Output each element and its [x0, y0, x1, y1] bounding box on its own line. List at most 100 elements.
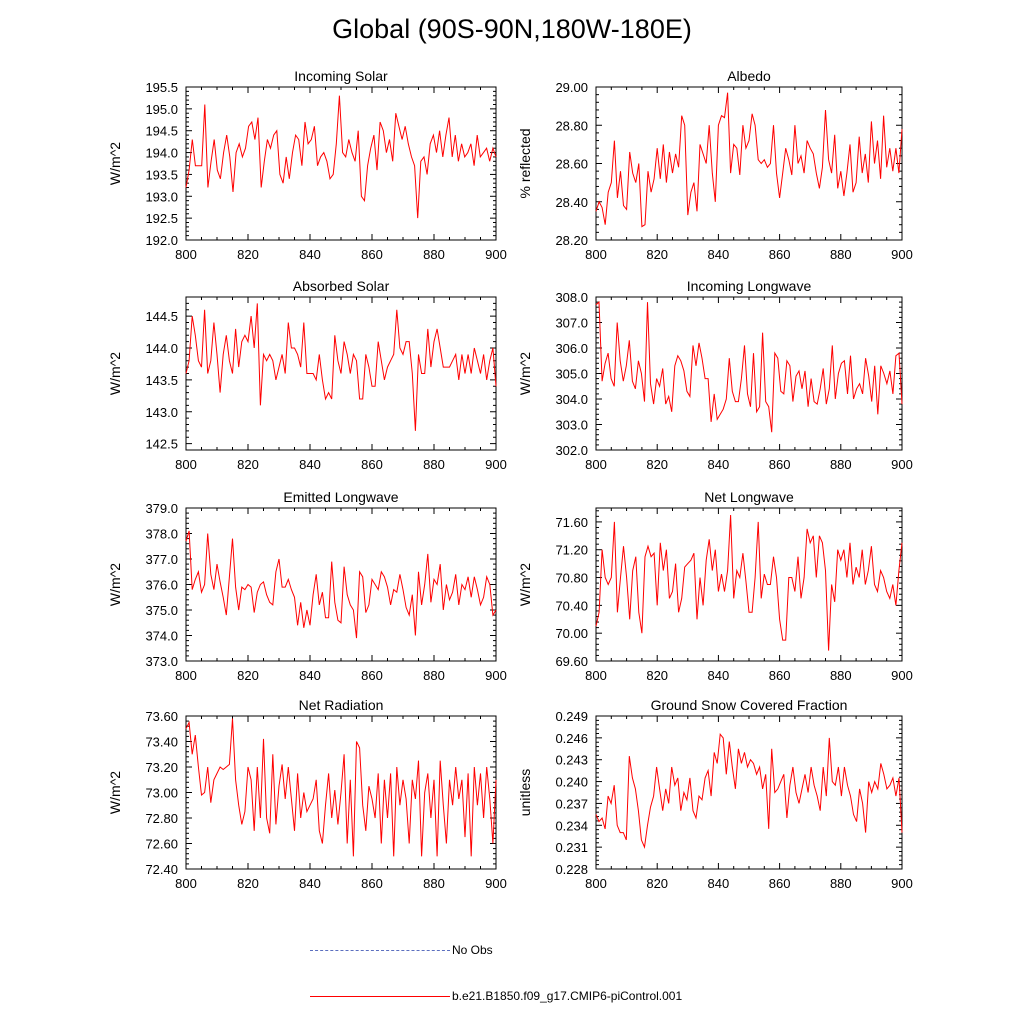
chart-title: Albedo [727, 68, 771, 84]
x-tick-label: 900 [485, 457, 507, 472]
legend-swatch-solid [310, 995, 450, 997]
chart-panel-0: Incoming Solar W/m^2 800 820 840 860 880 900 192… [107, 68, 507, 262]
y-tick-label: 0.234 [555, 818, 588, 833]
legend-label-no-obs: No Obs [452, 943, 493, 957]
y-tick-label: 303.0 [555, 418, 588, 433]
x-tick-label: 820 [237, 457, 259, 472]
y-tick-label: 0.246 [555, 731, 588, 746]
x-tick-label: 840 [299, 668, 321, 683]
chart-panel-7: Ground Snow Covered Fraction unitless 800 8… [517, 697, 913, 891]
chart-panel-6: Net Radiation W/m^2 800 820 840 860 880 900 72.4… [107, 697, 507, 891]
y-axis-label: W/m^2 [107, 771, 123, 814]
y-tick-label: 73.40 [145, 735, 178, 750]
x-tick-label: 820 [237, 247, 259, 262]
y-axis-label: % reflected [517, 128, 533, 198]
y-tick-label: 308.0 [555, 290, 588, 305]
y-tick-label: 28.80 [555, 118, 588, 133]
series-line [185, 303, 497, 431]
x-tick-label: 800 [585, 668, 607, 683]
series-line [185, 95, 497, 219]
x-tick-label: 880 [830, 457, 852, 472]
x-tick-label: 900 [485, 247, 507, 262]
y-tick-label: 70.00 [555, 626, 588, 641]
chart-title: Net Radiation [299, 697, 384, 713]
y-tick-label: 73.20 [145, 760, 178, 775]
chart-title: Net Longwave [704, 489, 794, 505]
y-tick-label: 192.0 [145, 233, 178, 248]
chart-panel-3: Incoming Longwave W/m^2 800 820 840 860 880 900… [517, 278, 913, 472]
chart-title: Incoming Longwave [687, 278, 812, 294]
x-tick-label: 860 [769, 668, 791, 683]
x-tick-label: 860 [361, 457, 383, 472]
series-line [595, 301, 903, 433]
y-tick-label: 374.0 [145, 629, 178, 644]
x-tick-label: 880 [423, 876, 445, 891]
legend-swatch-dashed [310, 949, 450, 951]
x-tick-label: 880 [830, 876, 852, 891]
y-tick-label: 0.231 [555, 840, 588, 855]
x-tick-label: 820 [646, 668, 668, 683]
x-tick-label: 800 [175, 457, 197, 472]
y-axis-label: W/m^2 [107, 142, 123, 185]
chart-panel-5: Net Longwave W/m^2 800 820 840 860 880 900 69.60… [517, 489, 913, 683]
x-tick-label: 800 [175, 668, 197, 683]
x-tick-label: 900 [891, 876, 913, 891]
x-tick-label: 820 [646, 457, 668, 472]
x-tick-label: 800 [585, 457, 607, 472]
y-tick-label: 0.228 [555, 862, 588, 877]
y-tick-label: 306.0 [555, 341, 588, 356]
y-tick-label: 194.0 [145, 146, 178, 161]
series-line [595, 732, 903, 849]
x-tick-label: 840 [299, 247, 321, 262]
y-tick-label: 0.243 [555, 753, 588, 768]
y-tick-label: 142.5 [145, 437, 178, 452]
series-line [185, 718, 497, 857]
y-tick-label: 305.0 [555, 367, 588, 382]
x-tick-label: 900 [485, 876, 507, 891]
y-tick-label: 195.5 [145, 80, 178, 95]
chart-title: Absorbed Solar [293, 278, 390, 294]
x-tick-label: 900 [485, 668, 507, 683]
series-line [595, 514, 903, 651]
legend-item-no-obs: No Obs [310, 942, 493, 958]
x-tick-label: 860 [769, 457, 791, 472]
y-tick-label: 73.00 [145, 786, 178, 801]
legend-label-model: b.e21.B1850.f09_g17.CMIP6-piControl.001 [452, 989, 683, 1003]
x-tick-label: 900 [891, 668, 913, 683]
y-tick-label: 195.0 [145, 102, 178, 117]
y-tick-label: 71.60 [555, 515, 588, 530]
y-tick-label: 144.0 [145, 341, 178, 356]
legend-item-model: b.e21.B1850.f09_g17.CMIP6-piControl.001 [310, 988, 682, 1004]
x-tick-label: 840 [299, 457, 321, 472]
page-title: Global (90S-90N,180W-180E) [332, 14, 692, 44]
series-line [185, 530, 497, 639]
x-tick-label: 800 [175, 876, 197, 891]
y-axis-label: unitless [517, 769, 533, 816]
y-tick-label: 72.60 [145, 837, 178, 852]
x-tick-label: 840 [708, 247, 730, 262]
y-axis-label: W/m^2 [517, 563, 533, 606]
chart-title: Ground Snow Covered Fraction [651, 697, 848, 713]
y-tick-label: 304.0 [555, 392, 588, 407]
series-line [595, 92, 903, 228]
y-tick-label: 192.5 [145, 211, 178, 226]
x-tick-label: 840 [708, 876, 730, 891]
x-tick-label: 860 [361, 247, 383, 262]
chart-panel-2: Absorbed Solar W/m^2 800 820 840 860 880 900 142… [107, 278, 507, 472]
y-tick-label: 375.0 [145, 603, 178, 618]
x-tick-label: 880 [423, 457, 445, 472]
y-tick-label: 302.0 [555, 443, 588, 458]
y-tick-label: 376.0 [145, 578, 178, 593]
y-tick-label: 0.237 [555, 796, 588, 811]
x-tick-label: 840 [708, 668, 730, 683]
x-tick-label: 880 [423, 668, 445, 683]
x-tick-label: 900 [891, 247, 913, 262]
chart-panel-1: Albedo % reflected 800 820 840 860 880 900 28.20… [517, 68, 913, 262]
x-tick-label: 840 [299, 876, 321, 891]
y-tick-label: 73.60 [145, 709, 178, 724]
x-tick-label: 820 [237, 668, 259, 683]
y-tick-label: 70.80 [555, 571, 588, 586]
x-tick-label: 860 [361, 668, 383, 683]
plot-frame [185, 86, 497, 241]
